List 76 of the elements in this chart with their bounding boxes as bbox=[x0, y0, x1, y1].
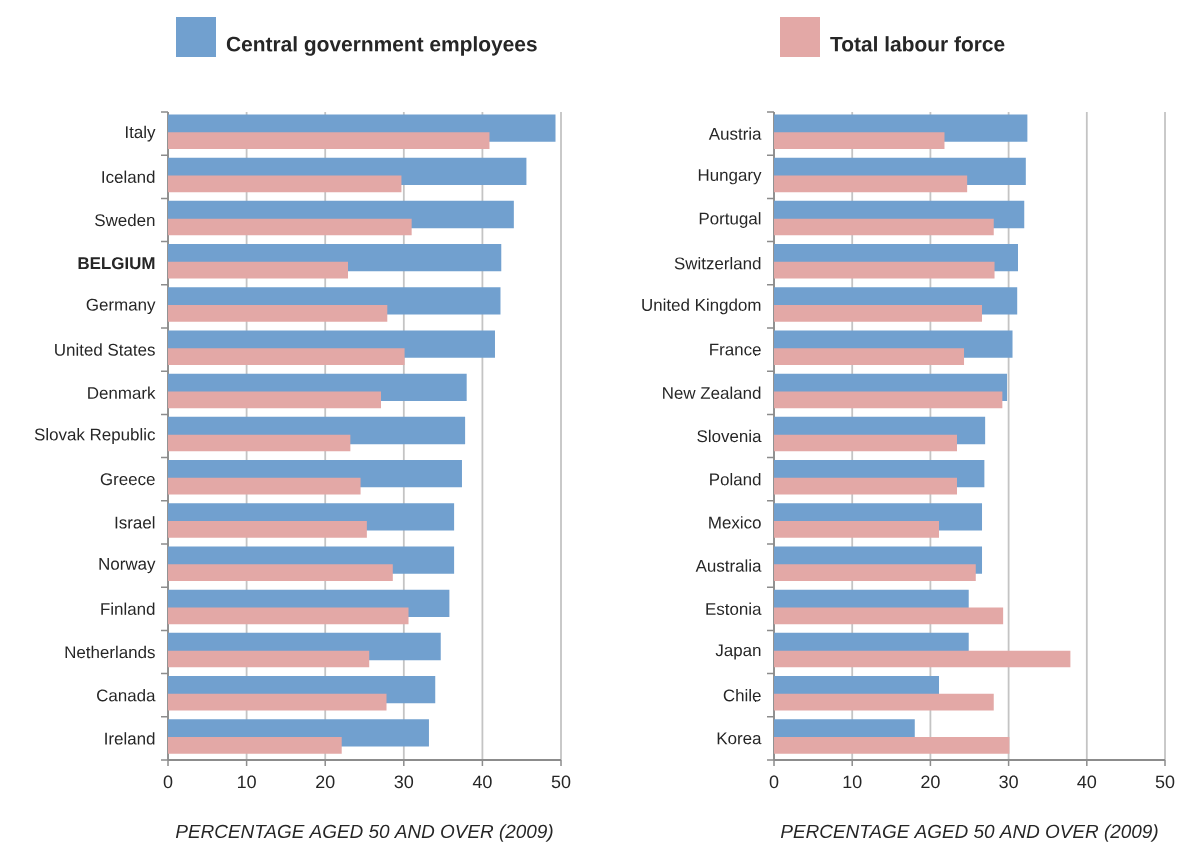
bar bbox=[774, 521, 940, 538]
x-tick-label: 50 bbox=[551, 775, 571, 789]
bar bbox=[774, 261, 995, 279]
y-tick-label: Hungary bbox=[698, 169, 762, 185]
bar bbox=[168, 434, 351, 452]
y-tick-label: United States bbox=[55, 343, 155, 356]
x-tick-label: 30 bbox=[999, 775, 1018, 789]
y-tick-label: Greece bbox=[100, 473, 155, 486]
x-tick-label: 10 bbox=[843, 775, 862, 789]
x-tick-label: 20 bbox=[316, 775, 335, 789]
bar bbox=[774, 391, 1003, 409]
y-tick-label: Finland bbox=[101, 602, 155, 616]
bar bbox=[774, 305, 983, 322]
x-tick-label: 40 bbox=[472, 775, 492, 789]
x-tick-label: 20 bbox=[921, 775, 940, 789]
bar bbox=[774, 607, 1004, 625]
bar bbox=[168, 261, 348, 279]
y-tick-label: France bbox=[710, 343, 761, 356]
bar bbox=[168, 737, 342, 754]
y-tick-label: Canada bbox=[97, 688, 156, 702]
y-tick-label: Slovak Republic bbox=[34, 428, 155, 444]
y-tick-label: Estonia bbox=[706, 602, 762, 616]
bar bbox=[774, 434, 957, 452]
y-tick-label: BELGIUM bbox=[78, 257, 155, 270]
y-tick-label: Italy bbox=[125, 125, 156, 142]
bar bbox=[168, 391, 382, 409]
bar bbox=[168, 218, 412, 236]
y-tick-label: Austria bbox=[708, 127, 762, 140]
bar bbox=[774, 175, 968, 193]
bar bbox=[168, 521, 367, 538]
bar bbox=[168, 477, 361, 495]
y-tick-label: Japan bbox=[715, 644, 761, 660]
y-tick-label: Denmark bbox=[88, 386, 156, 400]
y-tick-label: Switzerland bbox=[674, 256, 761, 270]
bar bbox=[168, 348, 405, 365]
bar bbox=[774, 132, 945, 149]
bar bbox=[168, 607, 409, 625]
x-tick-label: 10 bbox=[237, 775, 256, 789]
bar bbox=[774, 218, 994, 236]
y-tick-label: Slovenia bbox=[697, 429, 762, 443]
bar bbox=[774, 477, 957, 495]
x-tick-label: 40 bbox=[1077, 775, 1097, 789]
y-tick-label: Germany bbox=[86, 298, 156, 315]
y-tick-label: Portugal bbox=[699, 212, 761, 228]
y-tick-label: Korea bbox=[717, 732, 762, 745]
y-tick-label: Mexico bbox=[709, 516, 761, 529]
legend-label: Total labour force bbox=[830, 36, 1005, 52]
x-tick-label: 50 bbox=[1155, 775, 1175, 789]
bar bbox=[774, 737, 1010, 754]
x-tick-label: 0 bbox=[163, 775, 173, 789]
bar bbox=[168, 650, 370, 668]
x-tick-label: 30 bbox=[394, 775, 414, 789]
bar bbox=[774, 564, 976, 581]
bar bbox=[168, 132, 490, 149]
bar bbox=[168, 564, 393, 581]
y-tick-label: Australia bbox=[695, 559, 762, 572]
bar bbox=[168, 175, 402, 193]
y-tick-label: United Kingdom bbox=[642, 298, 761, 315]
x-tick-label: 0 bbox=[769, 775, 779, 789]
y-tick-label: Israel bbox=[115, 516, 155, 529]
y-tick-label: Netherlands bbox=[65, 645, 155, 659]
x-axis-title: PERCENTAGE AGED 50 AND OVER (2009) bbox=[780, 824, 1158, 842]
y-tick-label: New Zealand bbox=[663, 386, 761, 400]
x-axis-title: PERCENTAGE AGED 50 AND OVER (2009) bbox=[175, 824, 553, 842]
legend-label: Central government employees bbox=[226, 36, 537, 56]
y-tick-label: Norway bbox=[99, 558, 156, 574]
y-tick-label: Poland bbox=[710, 472, 761, 486]
y-tick-label: Chile bbox=[723, 688, 761, 702]
bar bbox=[168, 693, 387, 711]
bar bbox=[774, 348, 965, 365]
y-tick-label: Sweden bbox=[95, 213, 155, 227]
y-tick-label: Ireland bbox=[105, 732, 155, 745]
bar bbox=[774, 650, 1071, 668]
y-tick-label: Iceland bbox=[102, 170, 155, 184]
bar bbox=[168, 305, 388, 322]
bar bbox=[774, 693, 994, 711]
